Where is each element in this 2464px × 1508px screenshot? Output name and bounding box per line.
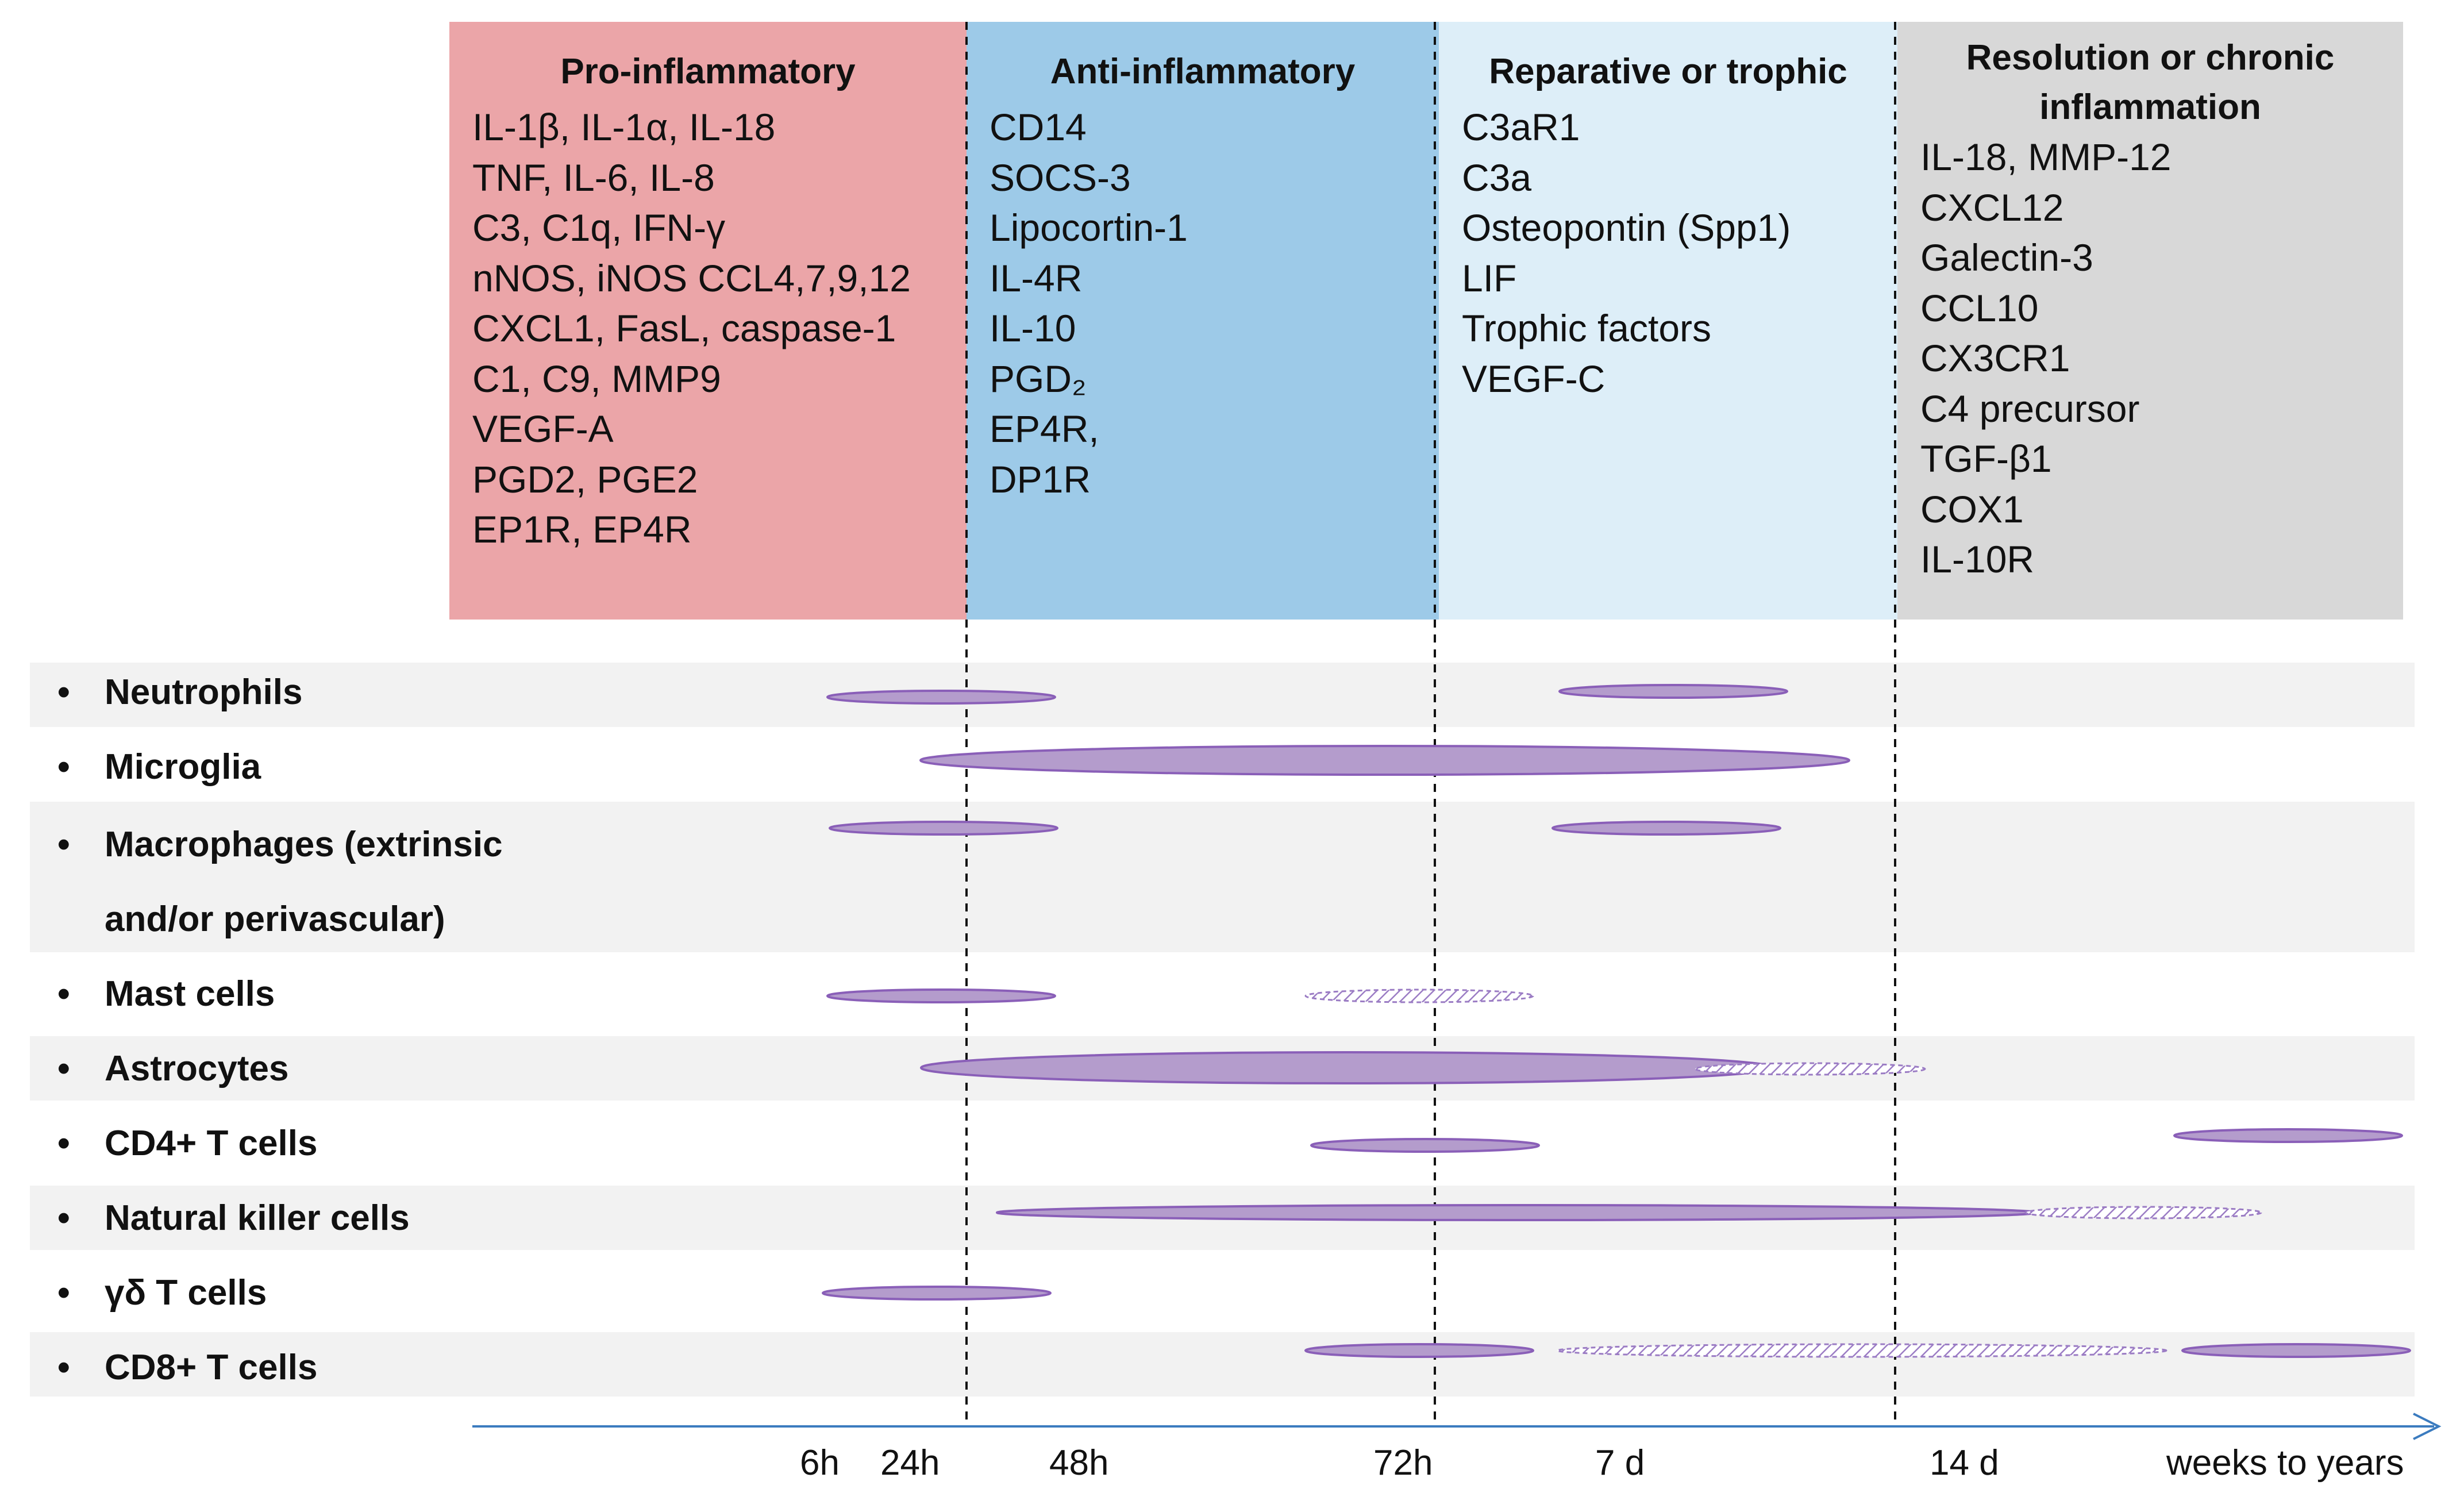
marker-item: VEGF-C [1462, 357, 1606, 400]
activity-bar [829, 821, 1058, 836]
marker-item: DP1R [990, 457, 1091, 501]
cell-type-label: Neutrophils [105, 672, 303, 712]
phase-panel-pro-inflammatory: Pro-inflammatory IL-1β, IL-1α, IL-18 TNF… [449, 22, 967, 620]
marker-item: C4 precursor [1920, 387, 2140, 430]
marker-list: C3aR1 C3a Osteopontin (Spp1) LIF Trophic… [1462, 102, 1897, 404]
marker-item: TGF-β1 [1920, 437, 2052, 480]
marker-item: PGD₂ [990, 357, 1087, 400]
cell-type-label: γδ T cells [105, 1273, 267, 1313]
phase-title: Resolution or chronic inflammation [1966, 38, 2335, 127]
marker-item: CXCL1, FasL, caspase-1 [472, 307, 896, 349]
bullet: • [57, 1124, 70, 1163]
activity-bar-uncertain [1694, 1062, 1926, 1076]
cell-type-label: CD8+ T cells [105, 1348, 318, 1387]
cell-type-label: Macrophages (extrinsic [105, 825, 503, 864]
activity-bar-uncertain [2024, 1206, 2262, 1220]
activity-bar [826, 690, 1056, 705]
phase-panel-anti-inflammatory: Anti-inflammatory CD14 SOCS-3 Lipocortin… [967, 22, 1439, 620]
phase-title: Reparative or trophic [1489, 52, 1847, 91]
marker-item: C3aR1 [1462, 106, 1580, 148]
activity-bar-uncertain [1556, 1343, 2167, 1358]
marker-item: PGD2, PGE2 [472, 457, 698, 501]
activity-bar [2181, 1343, 2411, 1358]
activity-bar [1304, 1343, 1534, 1358]
marker-item: Galectin-3 [1920, 236, 2093, 279]
tick-label-7d: 7 d [1595, 1443, 1645, 1483]
cell-type-label: and/or perivascular) [105, 899, 445, 939]
marker-item: TNF, IL-6, IL-8 [472, 156, 715, 199]
bullet: • [57, 1049, 70, 1088]
cell-type-label: Mast cells [105, 974, 275, 1014]
marker-item: IL-1β, IL-1α, IL-18 [472, 106, 776, 148]
activity-bar [920, 1051, 1775, 1084]
marker-item: Trophic factors [1462, 307, 1712, 349]
marker-item: EP1R, EP4R [472, 508, 692, 551]
marker-item: CCL10 [1920, 286, 2039, 329]
phase-title: Pro-inflammatory [560, 52, 856, 91]
marker-item: IL-10R [1920, 538, 2035, 580]
row-band [30, 802, 2415, 952]
bullet: • [57, 1273, 70, 1313]
marker-item: LIF [1462, 256, 1517, 299]
marker-item: CX3CR1 [1920, 337, 2070, 379]
marker-item: CXCL12 [1920, 186, 2064, 229]
marker-item: VEGF-A [472, 407, 614, 450]
phase-panel-resolution: Resolution or chronic inflammation IL-18… [1897, 22, 2403, 620]
row-band [30, 1332, 2415, 1397]
activity-bar [1558, 684, 1788, 699]
tick-label-24h: 24h [880, 1443, 940, 1483]
bullet: • [57, 825, 70, 864]
cell-type-label: CD4+ T cells [105, 1124, 318, 1163]
tick-label-14d: 14 d [1930, 1443, 1999, 1483]
activity-bar [826, 988, 1056, 1003]
marker-item: Osteopontin (Spp1) [1462, 206, 1791, 249]
tick-label-48h: 48h [1049, 1443, 1109, 1483]
bullet: • [57, 672, 70, 712]
marker-item: C3a [1462, 156, 1532, 199]
marker-item: IL-18, MMP-12 [1920, 136, 2172, 178]
phase-title: Anti-inflammatory [1050, 52, 1356, 91]
marker-item: C3, C1q, IFN-γ [472, 206, 726, 249]
marker-item: CD14 [990, 106, 1087, 148]
cell-type-label: Microglia [105, 747, 261, 787]
bullet: • [57, 1348, 70, 1387]
phase-panel-reparative: Reparative or trophic C3aR1 C3a Osteopon… [1439, 22, 1897, 620]
cell-type-label: Astrocytes [105, 1049, 289, 1088]
marker-item: SOCS-3 [990, 156, 1131, 199]
activity-bar [1310, 1138, 1540, 1153]
activity-bar-uncertain [1304, 988, 1534, 1003]
marker-item: C1, C9, MMP9 [472, 357, 721, 400]
activity-bar [822, 1286, 1052, 1301]
marker-item: IL-10 [990, 307, 1076, 349]
activity-bar [1551, 821, 1781, 836]
marker-item: Lipocortin-1 [990, 206, 1188, 249]
marker-item: EP4R, [990, 407, 1099, 450]
cell-type-label: Natural killer cells [105, 1198, 410, 1238]
marker-item: IL-4R [990, 256, 1083, 299]
tick-label-weeks-to-years: weeks to years [2166, 1443, 2404, 1483]
marker-item: nNOS, iNOS CCL4,7,9,12 [472, 256, 911, 299]
marker-list: CD14 SOCS-3 Lipocortin-1 IL-4R IL-10 PGD… [990, 102, 1439, 505]
bullet: • [57, 1198, 70, 1238]
bullet: • [57, 974, 70, 1014]
tick-label-72h: 72h [1373, 1443, 1433, 1483]
activity-bar [2173, 1128, 2403, 1143]
time-axis-arrowhead [2413, 1413, 2442, 1440]
bullet: • [57, 747, 70, 787]
row-band [30, 663, 2415, 727]
tick-label-6h: 6h [800, 1443, 840, 1483]
activity-bar [996, 1204, 2038, 1221]
activity-bar [919, 745, 1850, 776]
marker-item: COX1 [1920, 487, 2024, 530]
marker-list: IL-18, MMP-12 CXCL12 Galectin-3 CCL10 CX… [1920, 132, 2403, 585]
marker-list: IL-1β, IL-1α, IL-18 TNF, IL-6, IL-8 C3, … [472, 102, 967, 555]
